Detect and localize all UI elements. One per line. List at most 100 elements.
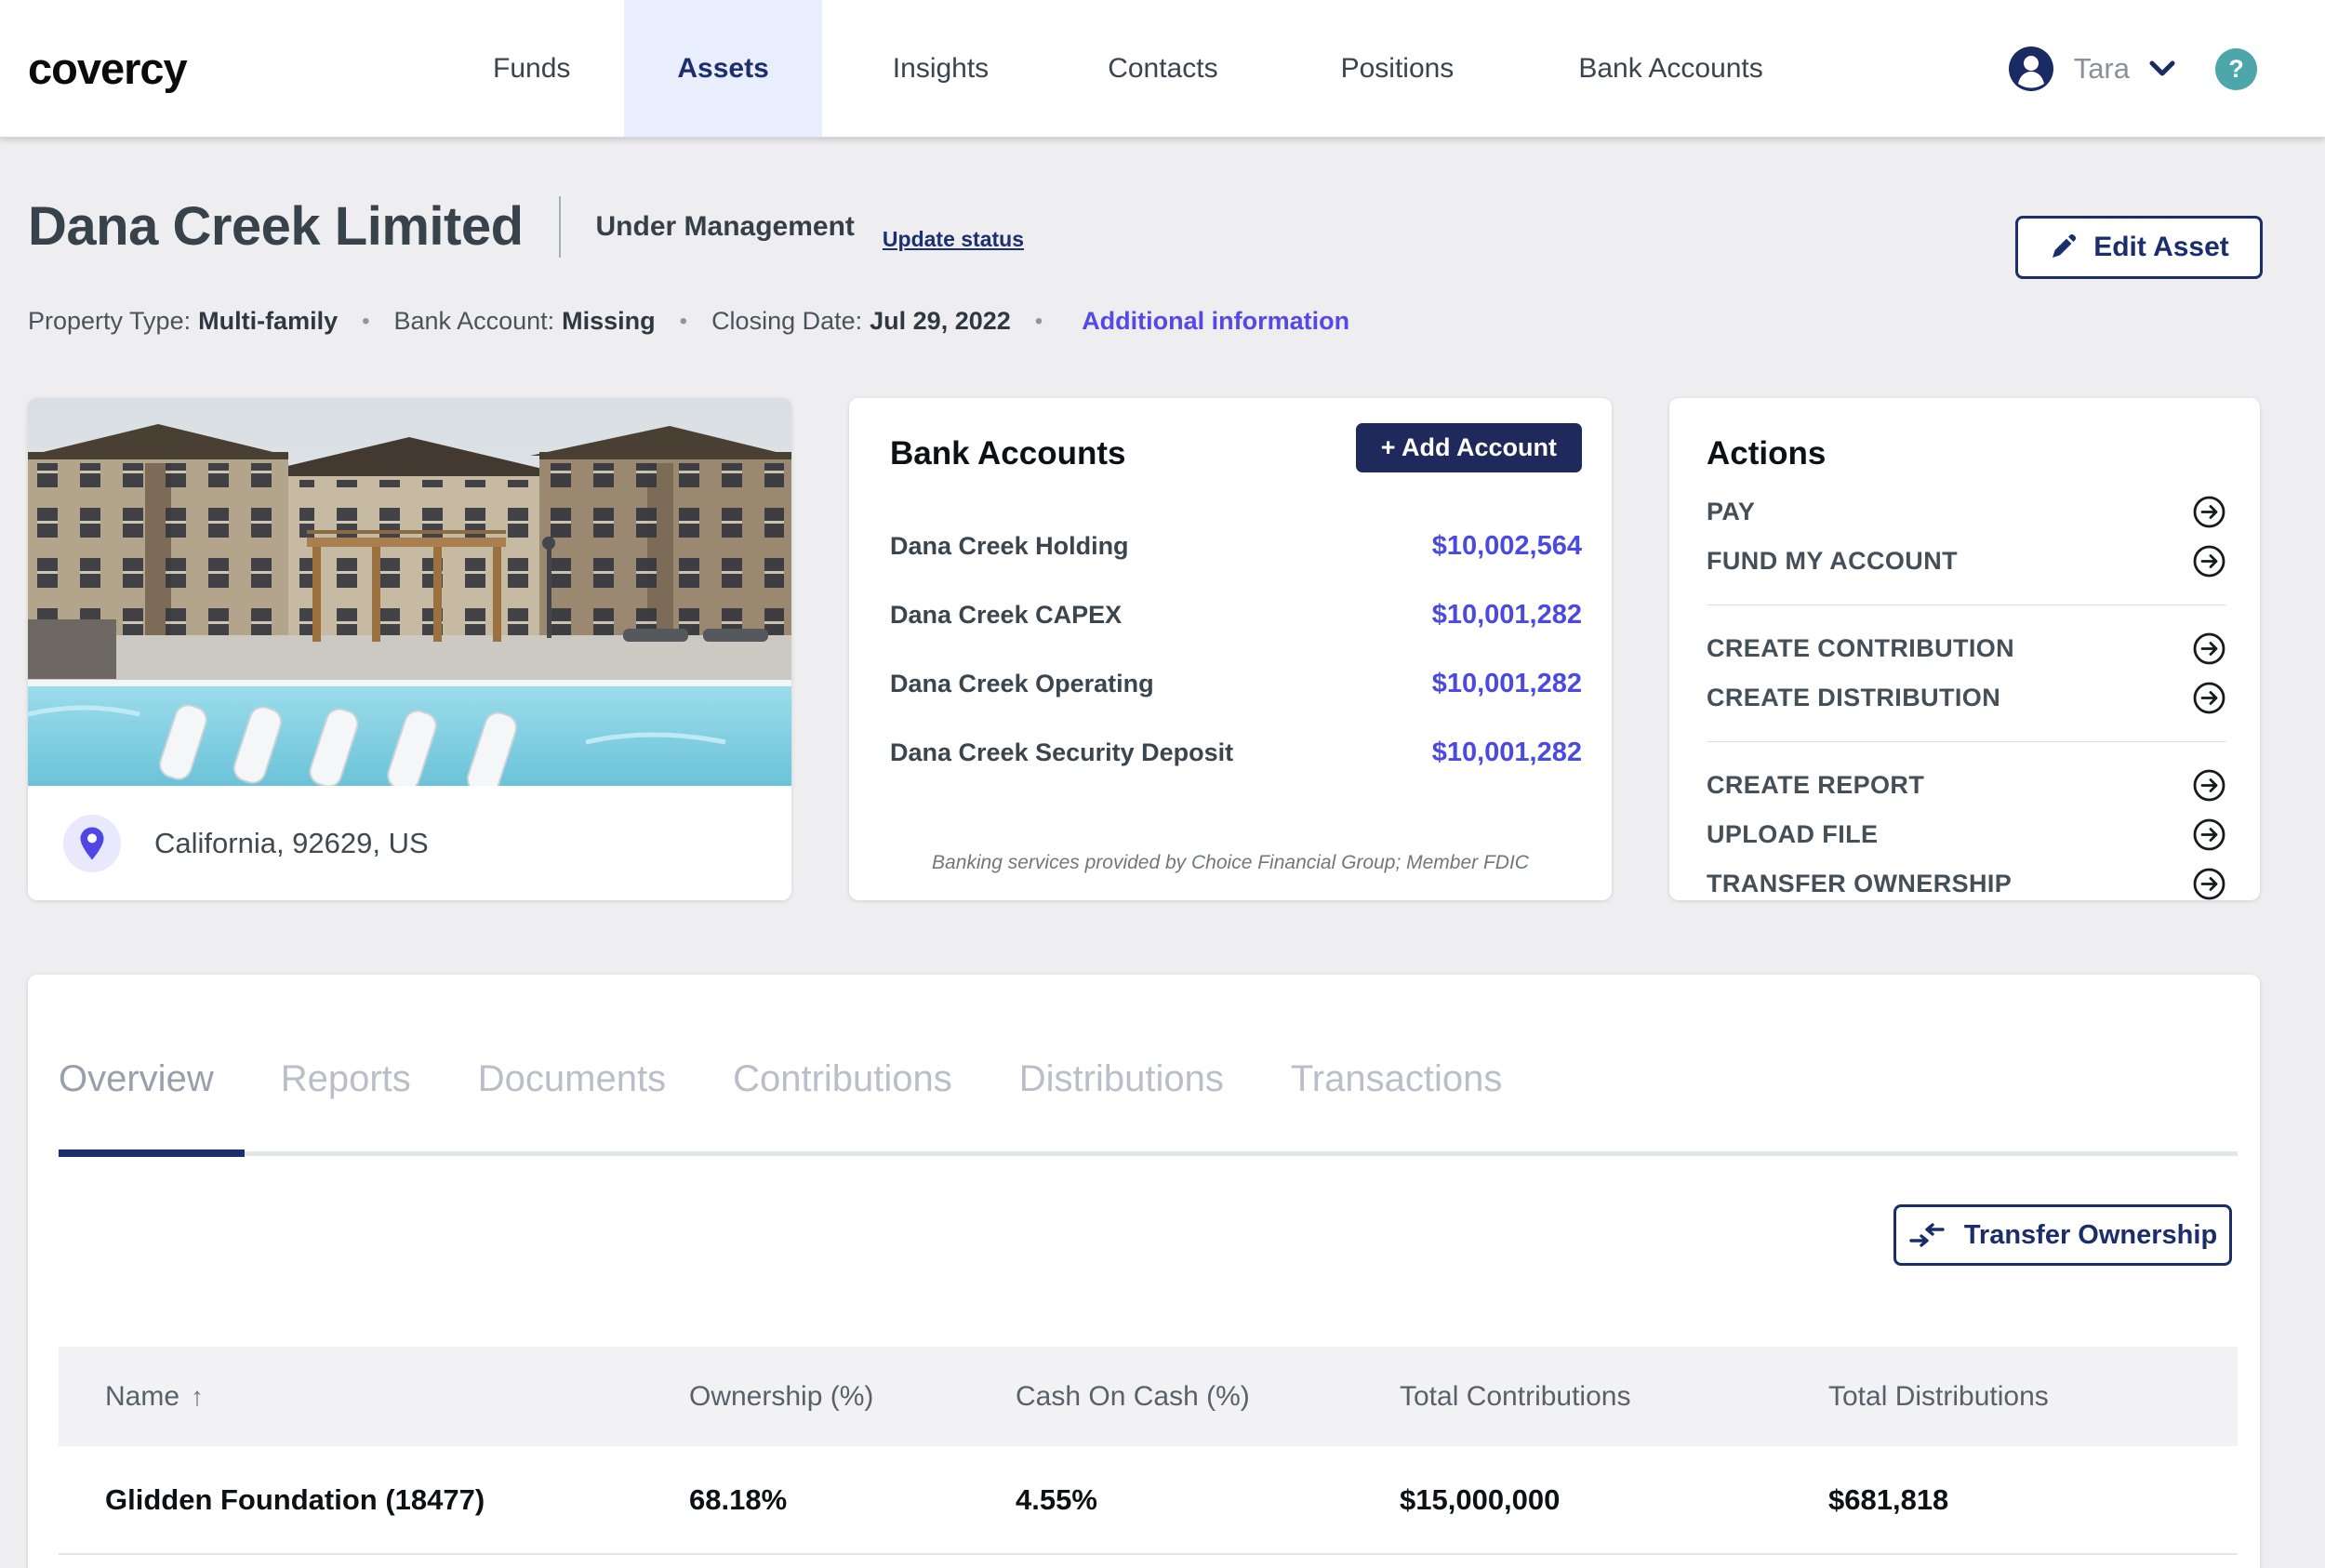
bullet-separator: • [1034, 308, 1043, 334]
title-divider [558, 195, 561, 258]
nav-item-funds[interactable]: Funds [493, 52, 571, 84]
circle-arrow-icon [2193, 769, 2225, 802]
top-nav: covercy Funds Assets Insights Contacts P… [0, 0, 2325, 138]
action-create-distribution[interactable]: CREATE DISTRIBUTION [1707, 673, 2226, 723]
circle-arrow-icon [2193, 868, 2225, 900]
summary-cards-row: California, 92629, US Bank Accounts + Ad… [28, 398, 2260, 900]
asset-meta-row: Property Type: Multi-family • Bank Accou… [28, 307, 1349, 336]
row-total-contributions: $15,000,000 [1400, 1482, 1561, 1516]
closing-date-value: Jul 29, 2022 [870, 307, 1011, 335]
tab-divider-line [59, 1151, 2238, 1156]
action-transfer-ownership[interactable]: TRANSFER OWNERSHIP [1707, 859, 2226, 909]
bank-account-value: Missing [562, 307, 656, 335]
nav-item-contacts[interactable]: Contacts [1108, 52, 1218, 84]
location-pin-icon [80, 827, 104, 859]
tab-overview[interactable]: Overview [59, 1058, 214, 1099]
asset-detail-card: Overview Reports Documents Contributions… [28, 975, 2260, 1568]
tab-distributions[interactable]: Distributions [1018, 1058, 1224, 1099]
closing-date-label: Closing Date: [711, 307, 863, 335]
transfer-ownership-button[interactable]: Transfer Ownership [1893, 1204, 2232, 1266]
column-header-ownership[interactable]: Ownership (%) [689, 1380, 874, 1412]
circle-arrow-icon [2193, 632, 2225, 665]
property-type-label: Property Type: [28, 307, 192, 335]
account-balance: $10,001,282 [1431, 668, 1582, 698]
property-type-value: Multi-family [198, 307, 339, 335]
action-create-contribution[interactable]: CREATE CONTRIBUTION [1707, 624, 2226, 673]
user-name[interactable]: Tara [2073, 52, 2130, 85]
banking-disclaimer: Banking services provided by Choice Fina… [932, 852, 1529, 873]
transfer-arrows-icon [1909, 1223, 1945, 1247]
account-name: Dana Creek Security Deposit [890, 737, 1234, 766]
bank-account-row[interactable]: Dana Creek Security Deposit $10,001,282 [890, 718, 1582, 787]
bank-accounts-title: Bank Accounts [890, 435, 1126, 472]
table-row[interactable]: Glidden Foundation (18477) 68.18% 4.55% … [59, 1446, 2238, 1555]
active-tab-indicator [59, 1149, 245, 1157]
actions-card: Actions PAY FUND MY ACCOUNT CREATE CONTR… [1669, 398, 2260, 900]
bullet-separator: • [362, 308, 370, 334]
tab-bar: Overview Reports Documents Contributions… [59, 1058, 1502, 1100]
help-button[interactable]: ? [2215, 47, 2257, 90]
account-name: Dana Creek Operating [890, 669, 1154, 698]
nav-user-area: Tara ? [2008, 0, 2257, 138]
action-fund-my-account[interactable]: FUND MY ACCOUNT [1707, 537, 2226, 586]
bank-account-label: Bank Account: [393, 307, 555, 335]
action-pay[interactable]: PAY [1707, 487, 2226, 537]
row-name: Glidden Foundation (18477) [105, 1482, 485, 1516]
edit-asset-button[interactable]: Edit Asset [2015, 216, 2263, 279]
account-balance: $10,001,282 [1431, 599, 1582, 630]
main-nav: Funds Assets Insights Contacts Positions… [214, 0, 1763, 137]
tab-transactions[interactable]: Transactions [1290, 1058, 1503, 1099]
column-header-total-contributions[interactable]: Total Contributions [1400, 1380, 1631, 1412]
nav-item-assets[interactable]: Assets [624, 0, 822, 137]
column-header-cash-on-cash[interactable]: Cash On Cash (%) [1016, 1380, 1250, 1412]
circle-arrow-icon [2193, 545, 2225, 578]
actions-title: Actions [1707, 435, 1827, 472]
property-location-row: California, 92629, US [63, 786, 429, 900]
edit-asset-label: Edit Asset [2093, 232, 2229, 262]
actions-divider [1707, 741, 2226, 742]
circle-arrow-icon [2193, 496, 2225, 528]
page-header: Dana Creek Limited Under Management Upda… [28, 195, 1024, 258]
action-create-report[interactable]: CREATE REPORT [1707, 761, 2226, 810]
transfer-ownership-label: Transfer Ownership [1963, 1219, 2218, 1250]
tab-reports[interactable]: Reports [280, 1058, 411, 1099]
column-header-total-distributions[interactable]: Total Distributions [1828, 1380, 2049, 1412]
bank-account-row[interactable]: Dana Creek Holding $10,002,564 [890, 512, 1582, 580]
bank-account-row[interactable]: Dana Creek Operating $10,001,282 [890, 649, 1582, 718]
covercy-logo[interactable]: covercy [28, 44, 188, 93]
account-balance: $10,001,282 [1431, 737, 1582, 767]
additional-information-link[interactable]: Additional information [1082, 307, 1350, 335]
tab-underline [59, 1149, 2238, 1157]
account-name: Dana Creek Holding [890, 531, 1129, 560]
bank-account-list: Dana Creek Holding $10,002,564 Dana Cree… [890, 512, 1582, 787]
action-upload-file[interactable]: UPLOAD FILE [1707, 810, 2226, 859]
property-card: California, 92629, US [28, 398, 791, 900]
property-photo [28, 398, 791, 786]
account-balance: $10,002,564 [1431, 530, 1582, 561]
page-title: Dana Creek Limited [28, 196, 524, 257]
row-ownership: 68.18% [689, 1482, 788, 1516]
account-name: Dana Creek CAPEX [890, 600, 1123, 629]
tab-contributions[interactable]: Contributions [733, 1058, 952, 1099]
bank-accounts-card: Bank Accounts + Add Account Dana Creek H… [849, 398, 1612, 900]
nav-item-bank-accounts[interactable]: Bank Accounts [1578, 52, 1763, 84]
location-pin-badge [63, 814, 121, 872]
add-account-button[interactable]: + Add Account [1355, 423, 1582, 472]
property-location: California, 92629, US [154, 826, 429, 859]
pencil-icon [2053, 233, 2077, 258]
update-status-link[interactable]: Update status [882, 227, 1024, 251]
row-cash-on-cash: 4.55% [1016, 1482, 1097, 1516]
nav-item-positions[interactable]: Positions [1340, 52, 1455, 84]
table-header: Name ↑ Ownership (%) Cash On Cash (%) Tot… [59, 1347, 2238, 1446]
positions-table: Name ↑ Ownership (%) Cash On Cash (%) Tot… [59, 1347, 2238, 1555]
status-text: Under Management [595, 210, 855, 242]
user-avatar-icon[interactable] [2008, 47, 2053, 91]
circle-arrow-icon [2193, 682, 2225, 714]
bank-account-row[interactable]: Dana Creek CAPEX $10,001,282 [890, 580, 1582, 649]
tab-documents[interactable]: Documents [477, 1058, 667, 1099]
column-header-name[interactable]: Name ↑ [105, 1380, 205, 1412]
chevron-down-icon[interactable] [2148, 60, 2176, 78]
nav-item-insights[interactable]: Insights [892, 52, 990, 84]
actions-list: PAY FUND MY ACCOUNT CREATE CONTRIBUTION … [1707, 487, 2226, 909]
circle-arrow-icon [2193, 818, 2225, 851]
